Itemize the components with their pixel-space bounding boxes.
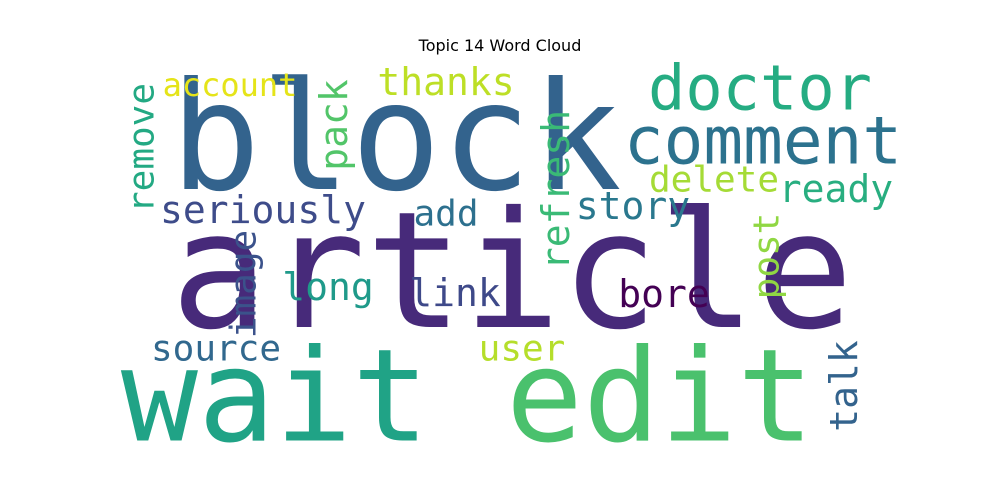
word-bore: bore — [618, 272, 710, 316]
word-image: image — [224, 230, 265, 338]
word-source: source — [151, 329, 281, 370]
word-link: link — [409, 271, 501, 315]
word-seriously: seriously — [160, 188, 366, 232]
word-article: article — [171, 178, 854, 366]
word-edit: edit — [506, 323, 814, 472]
word-story: story — [576, 184, 690, 228]
word-pack: pack — [312, 79, 356, 171]
word-post: post — [747, 213, 788, 300]
word-add: add — [413, 194, 478, 235]
word-ready: ready — [779, 167, 893, 211]
word-account: account — [163, 66, 298, 104]
word-doctor: doctor — [648, 52, 872, 125]
chart-title: Topic 14 Word Cloud — [418, 36, 582, 55]
word-block: block — [170, 51, 622, 225]
word-long: long — [282, 265, 374, 309]
word-delete: delete — [649, 160, 779, 201]
word-wait: wait — [121, 323, 429, 472]
word-comment: comment — [624, 103, 902, 180]
word-thanks: thanks — [377, 60, 514, 104]
word-talk: talk — [822, 340, 866, 432]
word-refresh: refresh — [534, 110, 578, 270]
word-user: user — [479, 329, 566, 370]
word-remove: remove — [122, 83, 163, 213]
